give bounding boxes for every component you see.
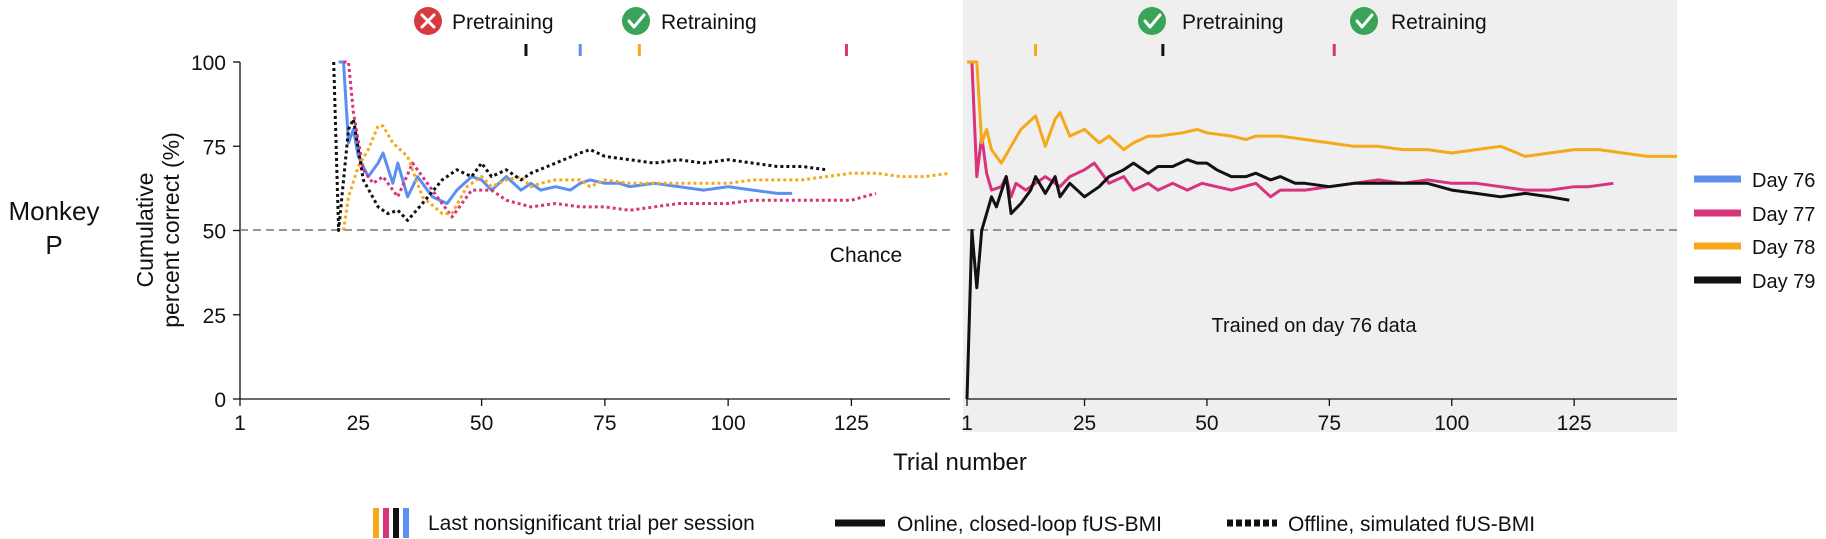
online-label: Online, closed-loop fUS-BMI xyxy=(897,513,1162,536)
x-mark-icon xyxy=(420,13,436,29)
x-tick-label-1: 1 xyxy=(961,412,973,435)
y-tick-label-0: 0 xyxy=(214,389,226,412)
panel-2-retraining-badge: Retraining xyxy=(1350,7,1487,35)
last-nonsig-marker-day-78 xyxy=(637,44,641,56)
series-line-day-79 xyxy=(965,158,1570,400)
last-nonsig-marker-day-77 xyxy=(844,44,848,56)
row-label-line-1: Monkey xyxy=(8,196,99,226)
panel-2-series xyxy=(965,60,1677,400)
panel-1-pretraining-label: Pretraining xyxy=(452,11,554,34)
x-tick-label-100: 100 xyxy=(1434,412,1469,435)
x-tick-label-100: 100 xyxy=(711,412,746,435)
panel-1-retraining-label: Retraining xyxy=(661,11,757,34)
last-nonsig-marker-day-78 xyxy=(1034,44,1038,56)
x-tick-label-50: 50 xyxy=(1195,412,1218,435)
offline-label: Offline, simulated fUS-BMI xyxy=(1288,513,1535,536)
legend-label-day-77: Day 77 xyxy=(1752,204,1815,226)
x-tick-label-1: 1 xyxy=(234,412,246,435)
pass-check-icon xyxy=(622,7,650,35)
check-mark-icon xyxy=(1355,13,1374,29)
panel-1-series xyxy=(332,60,951,232)
pass-check-icon xyxy=(1138,7,1166,35)
y-axis-label: Cumulative percent correct (%) xyxy=(132,132,184,328)
check-mark-icon xyxy=(627,13,646,29)
x-tick-label-75: 75 xyxy=(1318,412,1341,435)
swatch-bar-day-78 xyxy=(373,508,379,538)
legend-item-day-77: Day 77 xyxy=(1694,204,1815,226)
series-legend: Day 76 Day 77 Day 78 Day 79 xyxy=(1694,170,1815,293)
x-tick-label-25: 25 xyxy=(1073,412,1096,435)
y-axis-label-line-1: Cumulative xyxy=(132,172,158,287)
series-line-day-77 xyxy=(343,60,877,219)
y-tick-label-50: 50 xyxy=(203,221,226,244)
last-nonsig-marker-day-79 xyxy=(1161,44,1165,56)
panel-2-last-nonsig-markers xyxy=(1034,44,1336,56)
legend-item-day-78: Day 78 xyxy=(1694,237,1815,259)
pass-check-icon xyxy=(1350,7,1378,35)
series-line-day-78 xyxy=(967,60,1677,165)
panel-1-retraining-badge: Retraining xyxy=(622,7,757,35)
right-panel-background xyxy=(963,0,1677,432)
panel-2-pretraining-label: Pretraining xyxy=(1182,11,1284,34)
swatch-bar-day-79 xyxy=(393,508,399,538)
legend-label-day-78: Day 78 xyxy=(1752,237,1815,259)
last-nonsig-marker-day-77 xyxy=(1332,44,1336,56)
last-nonsig-marker-day-79 xyxy=(524,44,528,56)
legend-item-day-76: Day 76 xyxy=(1694,170,1815,192)
x-tick-label-125: 125 xyxy=(834,412,869,435)
check-mark-icon xyxy=(1143,13,1162,29)
legend-label-day-76: Day 76 xyxy=(1752,170,1815,192)
y-tick-label-100: 100 xyxy=(191,52,226,75)
last-nonsig-swatch xyxy=(373,508,409,538)
panel-1-pretraining-badge: Pretraining xyxy=(414,7,554,35)
last-nonsig-label: Last nonsignificant trial per session xyxy=(428,512,755,535)
legend-label-day-79: Day 79 xyxy=(1752,271,1815,293)
right-panel-note: Trained on day 76 data xyxy=(1212,315,1418,337)
legend-item-day-79: Day 79 xyxy=(1694,271,1815,293)
x-axis-label: Trial number xyxy=(893,449,1027,476)
row-label-line-2: P xyxy=(45,230,62,260)
panel-2-pretraining-badge: Pretraining xyxy=(1138,7,1284,35)
last-nonsig-marker-day-76 xyxy=(578,44,582,56)
series-line-day-79 xyxy=(332,61,827,232)
y-axis-label-line-2: percent correct (%) xyxy=(158,132,184,328)
x-tick-label-50: 50 xyxy=(470,412,493,435)
panel-1-last-nonsig-markers xyxy=(524,44,848,56)
x-tick-label-75: 75 xyxy=(593,412,616,435)
x-tick-label-25: 25 xyxy=(347,412,370,435)
swatch-bar-day-77 xyxy=(383,508,389,538)
panel-2-retraining-label: Retraining xyxy=(1391,11,1487,34)
panel-2-ticks: 1 25 50 75 100 125 xyxy=(961,399,1592,435)
x-tick-label-125: 125 xyxy=(1557,412,1592,435)
bottom-legend: Last nonsignificant trial per session On… xyxy=(373,508,1535,538)
y-tick-label-75: 75 xyxy=(203,136,226,159)
series-line-day-78 xyxy=(342,124,951,231)
chance-label: Chance xyxy=(830,244,902,267)
y-tick-label-25: 25 xyxy=(203,305,226,328)
panel-1-ticks: 1 50 75 100 125 25 0 25 50 75 100 xyxy=(191,52,869,435)
swatch-bar-day-76 xyxy=(403,508,409,538)
